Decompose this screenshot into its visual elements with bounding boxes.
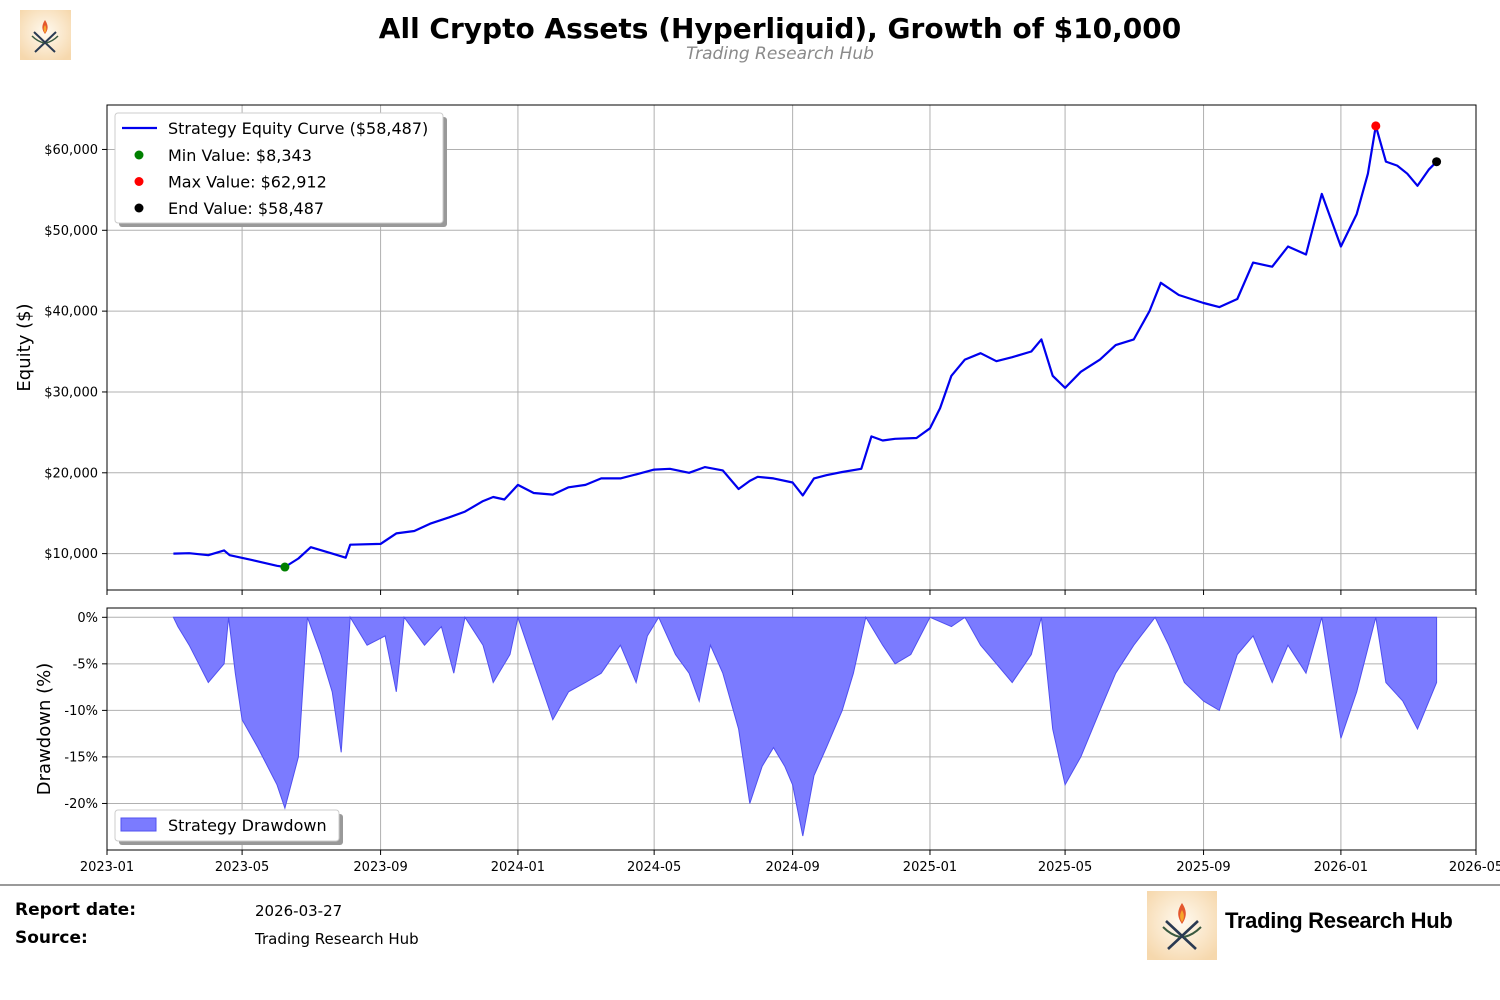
legend-box: [114, 809, 340, 842]
legend-marker-swatch: [134, 203, 144, 213]
report-date-value: 2026-03-27: [255, 902, 343, 920]
crossed-swords-flame-icon: [1147, 891, 1217, 960]
drawdown-x-tick-label: 2023-01: [80, 860, 134, 875]
drawdown-x-tick-label: 2024-05: [627, 860, 681, 875]
drawdown-panel: 2023-01 2023-05 2023-09 2024-01 2024-05 2024-…: [34, 607, 1500, 875]
source-value: Trading Research Hub: [255, 930, 419, 948]
chart-subtitle: Trading Research Hub: [686, 44, 874, 64]
legend-marker-swatch: [134, 150, 144, 160]
drawdown-x-tick-label: 2023-09: [353, 860, 407, 875]
drawdown-plot-frame: [106, 607, 1477, 851]
legend-marker-swatch: [134, 177, 144, 186]
min-value-marker: [280, 562, 290, 572]
drawdown-x-tick-label: 2025-01: [903, 860, 957, 875]
drawdown-x-tick-label: 2026-01: [1314, 860, 1368, 875]
drawdown-y-tick-label: -15%: [64, 750, 98, 765]
chart-title: All Crypto Assets (Hyperliquid), Growth …: [378, 12, 1182, 45]
drawdown-legend: Strategy Drawdown: [114, 809, 343, 845]
end-value-marker: [1432, 157, 1442, 167]
legend-equity-label: Strategy Equity Curve ($58,487): [168, 119, 428, 138]
equity-plot-frame: [106, 104, 1477, 591]
equity-y-axis-label: Equity ($): [14, 303, 35, 391]
equity-y-tick-label: $20,000: [44, 466, 98, 481]
crossed-swords-flame-icon: [20, 10, 71, 60]
drawdown-y-tick-label: -10%: [64, 704, 98, 719]
drawdown-y-tick-label: -20%: [64, 797, 98, 812]
legend-min-value-label: Min Value: $8,343: [168, 146, 312, 165]
legend-box: [114, 112, 444, 224]
equity-y-tick-label: $60,000: [44, 143, 98, 158]
equity-y-tick-label: $30,000: [44, 385, 98, 400]
legend-max-value-label: Max Value: $62,912: [168, 173, 327, 192]
equity-curve-line: [173, 124, 1438, 569]
drawdown-x-tick-label: 2023-05: [215, 860, 269, 875]
equity-legend: Strategy Equity Curve ($58,487) Min Value…: [114, 112, 447, 227]
drawdown-y-axis-label: Drawdown (%): [34, 663, 55, 795]
max-value-marker: [1371, 121, 1381, 131]
equity-panel: $10,000 $20,000 $30,000 $40,000 $50,000 $60,0…: [14, 104, 1477, 595]
equity-y-tick-label: $50,000: [44, 224, 98, 239]
report-date-label: Report date:: [15, 900, 136, 920]
equity-y-tick-label: $40,000: [44, 305, 98, 320]
equity-drawdown-chart: $10,000 $20,000 $30,000 $40,000 $50,000 $60,0…: [14, 104, 1500, 875]
equity-y-tick-label: $10,000: [44, 547, 98, 562]
drawdown-x-tick-label: 2024-01: [491, 860, 545, 875]
drawdown-area: [172, 615, 1438, 837]
drawdown-x-tick-label: 2026-05: [1449, 860, 1500, 875]
legend-drawdown-label: Strategy Drawdown: [168, 816, 327, 835]
drawdown-y-tick-label: -5%: [73, 657, 98, 672]
legend-area-swatch: [120, 817, 157, 832]
brand-name: Trading Research Hub: [1225, 908, 1453, 933]
legend-end-value-label: End Value: $58,487: [168, 199, 324, 218]
source-label: Source:: [15, 928, 88, 948]
footer-divider: [0, 884, 1500, 886]
drawdown-x-tick-label: 2025-09: [1176, 860, 1230, 875]
drawdown-x-tick-label: 2024-09: [765, 860, 819, 875]
drawdown-y-tick-label: 0%: [77, 611, 98, 626]
drawdown-x-tick-label: 2025-05: [1038, 860, 1092, 875]
